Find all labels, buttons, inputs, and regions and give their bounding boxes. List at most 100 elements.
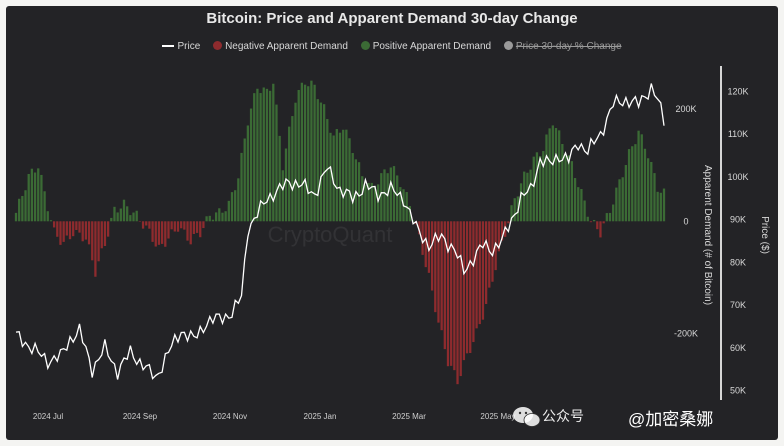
- demand-bar: [602, 221, 605, 224]
- demand-bar: [170, 221, 173, 230]
- demand-bar: [240, 152, 243, 222]
- demand-bar: [443, 221, 446, 350]
- demand-bar: [288, 126, 291, 222]
- demand-bar: [538, 156, 542, 222]
- demand-bar: [316, 99, 319, 222]
- demand-bar: [430, 221, 434, 291]
- demand-bar: [40, 174, 43, 222]
- left-tick-label: -200K: [674, 328, 698, 338]
- demand-bar: [373, 186, 377, 222]
- demand-bar: [545, 134, 548, 222]
- demand-bar: [87, 221, 91, 245]
- demand-bar: [621, 177, 624, 222]
- demand-bar: [30, 168, 34, 222]
- demand-bar: [510, 205, 513, 222]
- demand-bar: [234, 190, 237, 222]
- demand-bar: [322, 104, 326, 222]
- demand-bar: [110, 217, 113, 222]
- demand-bar: [37, 168, 40, 222]
- demand-bar: [246, 125, 250, 222]
- demand-bar: [186, 221, 189, 241]
- right-tick-label: 110K: [728, 129, 748, 139]
- demand-bar: [389, 167, 392, 222]
- demand-bar: [650, 161, 653, 222]
- demand-bar: [583, 200, 586, 222]
- demand-bar: [637, 130, 640, 222]
- demand-bar: [278, 135, 281, 222]
- demand-bar: [631, 146, 634, 222]
- demand-bar: [46, 211, 49, 222]
- demand-bar: [253, 93, 256, 222]
- demand-bar: [491, 221, 494, 282]
- demand-bar: [580, 189, 583, 222]
- demand-bar: [132, 212, 135, 222]
- demand-bar: [351, 153, 354, 222]
- demand-bar: [605, 213, 608, 222]
- demand-bar: [421, 221, 424, 255]
- demand-bar: [214, 212, 218, 222]
- right-tick-label: 100K: [727, 172, 748, 182]
- demand-bar: [329, 132, 332, 222]
- demand-bar: [151, 221, 154, 242]
- demand-bar: [221, 212, 224, 222]
- demand-bar: [586, 216, 589, 222]
- demand-bar: [230, 192, 234, 222]
- demand-bar: [218, 208, 221, 222]
- demand-bar: [475, 221, 478, 329]
- legend-label: Negative Apparent Demand: [225, 41, 348, 52]
- demand-bar: [78, 221, 81, 233]
- legend-line-swatch: [162, 45, 175, 48]
- demand-bar: [500, 221, 504, 241]
- demand-bar: [237, 178, 240, 222]
- demand-bar: [335, 129, 338, 222]
- demand-bar: [596, 221, 599, 230]
- demand-bar: [434, 221, 437, 313]
- demand-bar: [211, 219, 215, 222]
- demand-bar: [640, 134, 643, 222]
- demand-bar: [615, 187, 618, 222]
- demand-bar: [348, 138, 351, 222]
- demand-bar: [345, 129, 348, 222]
- left-tick-label: 0: [683, 216, 688, 226]
- demand-bar: [27, 173, 30, 222]
- demand-bar: [303, 84, 307, 222]
- demand-bar: [354, 159, 358, 222]
- demand-bar: [56, 221, 59, 237]
- demand-bar: [440, 221, 443, 331]
- price-line: [15, 83, 665, 380]
- demand-bar: [592, 219, 596, 222]
- demand-bar: [256, 88, 259, 222]
- legend-label: Positive Apparent Demand: [372, 41, 492, 52]
- legend-item-price-change[interactable]: Price 30-day % Change: [503, 41, 622, 52]
- demand-bar: [656, 191, 659, 222]
- demand-bar: [380, 173, 383, 222]
- right-tick-label: 80K: [730, 257, 746, 267]
- legend-item-negative-demand[interactable]: Negative Apparent Demand: [213, 41, 348, 52]
- right-tick-label: 70K: [730, 300, 746, 310]
- demand-bar: [18, 198, 21, 222]
- legend-label: Price: [177, 41, 201, 52]
- left-axis-ticks: 200K 0 -200K: [674, 104, 698, 338]
- left-tick-label: 200K: [675, 104, 696, 114]
- demand-bar: [145, 221, 148, 226]
- demand-bar: [364, 185, 367, 222]
- demand-bar: [472, 221, 475, 343]
- demand-bar: [513, 198, 516, 222]
- demand-bar: [103, 221, 107, 247]
- legend-item-price[interactable]: Price: [162, 41, 200, 52]
- x-axis-ticks: 2024 Jul 2024 Sep 2024 Nov 2025 Jan 2025 Mar…: [33, 412, 516, 421]
- right-tick-label: 120K: [727, 86, 748, 96]
- demand-bar: [383, 169, 386, 222]
- demand-bar: [52, 221, 56, 228]
- demand-bar: [195, 221, 199, 233]
- demand-bar: [535, 152, 539, 222]
- demand-bar: [84, 221, 88, 240]
- demand-bar: [113, 206, 116, 222]
- demand-bar: [148, 221, 151, 229]
- demand-bar: [456, 221, 459, 385]
- legend-item-positive-demand[interactable]: Positive Apparent Demand: [360, 41, 492, 52]
- demand-bar: [551, 125, 554, 222]
- demand-bar: [141, 221, 145, 229]
- demand-bar: [43, 191, 46, 222]
- demand-bar: [91, 221, 94, 261]
